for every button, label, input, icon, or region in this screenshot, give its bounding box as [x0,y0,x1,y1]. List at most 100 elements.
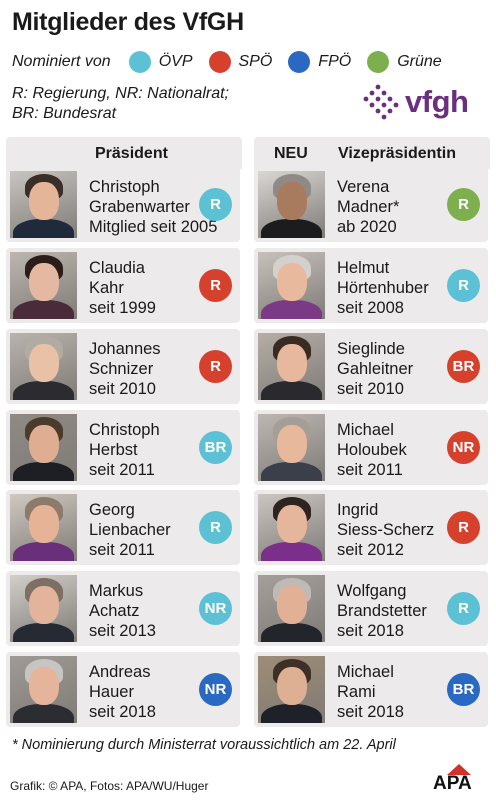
nomination-badge: R [199,511,232,544]
member-card: Christoph Grabenwarter Mitglied seit 2005 R [6,167,240,242]
abbreviation-line: BR: Bundesrat [12,105,117,122]
nomination-badge: R [447,592,480,625]
member-card: Ingrid Siess-Scherz seit 2012 R [254,490,488,565]
member-name-line: Ingrid [337,501,379,519]
member-name: Christoph Herbst seit 2011 [89,420,239,480]
member-name-line: Holoubek [337,441,407,459]
column-header-right: NEU Vizepräsidentin [254,137,490,169]
nomination-badge: NR [199,592,232,625]
apa-logo-text: APA [433,773,472,794]
member-name: Verena Madner* ab 2020 [337,177,487,237]
member-name-line: Verena [337,178,390,196]
member-since: seit 2018 [337,703,404,721]
member-name: Christoph Grabenwarter Mitglied seit 2005 [89,177,239,237]
logo-dot [393,102,399,108]
member-name-line: Georg [89,501,135,519]
nomination-badge: BR [447,350,480,383]
member-card: Claudia Kahr seit 1999 R [6,248,240,323]
party-legend: Nominiert von ÖVP SPÖ FPÖ Grüne [12,50,442,74]
logo-dot [381,114,387,120]
member-since: seit 2010 [89,380,156,398]
member-photo [10,575,77,642]
logo-dot [375,84,381,90]
member-photo [10,656,77,723]
member-name-line: Siess-Scherz [337,521,435,539]
member-since: seit 1999 [89,299,156,317]
member-card: Christoph Herbst seit 2011 BR [6,410,240,485]
nomination-badge: R [199,350,232,383]
member-photo [258,656,325,723]
member-card: Michael Holoubek seit 2011 NR [254,410,488,485]
member-card: Helmut Hörtenhuber seit 2008 R [254,248,488,323]
member-name-line: Achatz [89,602,140,620]
credit-line: Grafik: © APA, Fotos: APA/WU/Huger [10,779,209,793]
legend-dot-oevp [128,51,151,73]
member-since: seit 2012 [337,541,404,559]
legend-label: Nominiert von [12,53,111,70]
member-name: Michael Holoubek seit 2011 [337,420,487,480]
member-name: Markus Achatz seit 2013 [89,581,239,641]
member-name: Claudia Kahr seit 1999 [89,258,239,318]
logo-dot [369,102,375,108]
member-name-line: Johannes [89,340,161,358]
logo-dot [387,96,393,102]
member-since: seit 2010 [337,380,404,398]
footnote: * Nominierung durch Ministerrat voraussi… [12,737,396,753]
member-since: seit 2013 [89,622,156,640]
abbreviation-note: R: Regierung, NR: Nationalrat; BR: Bunde… [12,84,229,124]
member-name-line: Christoph [89,178,160,196]
member-since: seit 2011 [89,541,155,559]
member-photo [258,414,325,481]
member-card: Sieglinde Gahleitner seit 2010 BR [254,329,488,404]
member-since: Mitglied seit 2005 [89,218,218,236]
member-name-line: Andreas [89,663,151,681]
header-neu: NEU [274,145,308,162]
member-name-line: Hörtenhuber [337,279,429,297]
member-card: Michael Rami seit 2018 BR [254,652,488,727]
member-photo [258,252,325,319]
member-name-line: Michael [337,421,394,439]
member-since: seit 2011 [337,461,403,479]
logo-dot [381,90,387,96]
member-photo [10,171,77,238]
logo-dot [369,90,375,96]
member-name-line: Michael [337,663,394,681]
member-name-line: Kahr [89,279,124,297]
member-since: seit 2018 [337,622,404,640]
legend-dot-fpoe [288,51,311,73]
member-name: Wolfgang Brandstetter seit 2018 [337,581,487,641]
logo-dot [363,96,369,102]
legend-dot-spoe [208,51,231,73]
abbreviation-line: R: Regierung, NR: Nationalrat; [12,85,229,102]
member-name-line: Christoph [89,421,160,439]
nomination-badge: NR [199,673,232,706]
logo-dot [381,102,387,108]
member-photo [10,333,77,400]
member-name-line: Schnizer [89,360,154,378]
nomination-badge: BR [199,431,232,464]
member-name-line: Gahleitner [337,360,414,378]
member-since: seit 2018 [89,703,156,721]
apa-logo: APA [432,764,488,794]
header-vizepraesidentin: Vizepräsidentin [338,145,456,162]
member-since: seit 2008 [337,299,404,317]
member-photo [258,333,325,400]
member-since: ab 2020 [337,218,397,236]
logo-dot [375,108,381,114]
legend-party-oevp: ÖVP [158,53,193,70]
nomination-badge: BR [447,673,480,706]
logo-dot [375,96,381,102]
member-photo [258,575,325,642]
nomination-badge: R [199,188,232,221]
column-header-left: Präsident [6,137,242,169]
member-name: Michael Rami seit 2018 [337,662,487,722]
member-name-line: Claudia [89,259,145,277]
legend-party-spoe: SPÖ [238,53,273,70]
member-card: Andreas Hauer seit 2018 NR [6,652,240,727]
member-card: Wolfgang Brandstetter seit 2018 R [254,571,488,646]
member-photo [10,494,77,561]
nomination-badge: R [447,269,480,302]
member-name-line: Rami [337,683,376,701]
nomination-badge: R [199,269,232,302]
member-name: Ingrid Siess-Scherz seit 2012 [337,500,487,560]
